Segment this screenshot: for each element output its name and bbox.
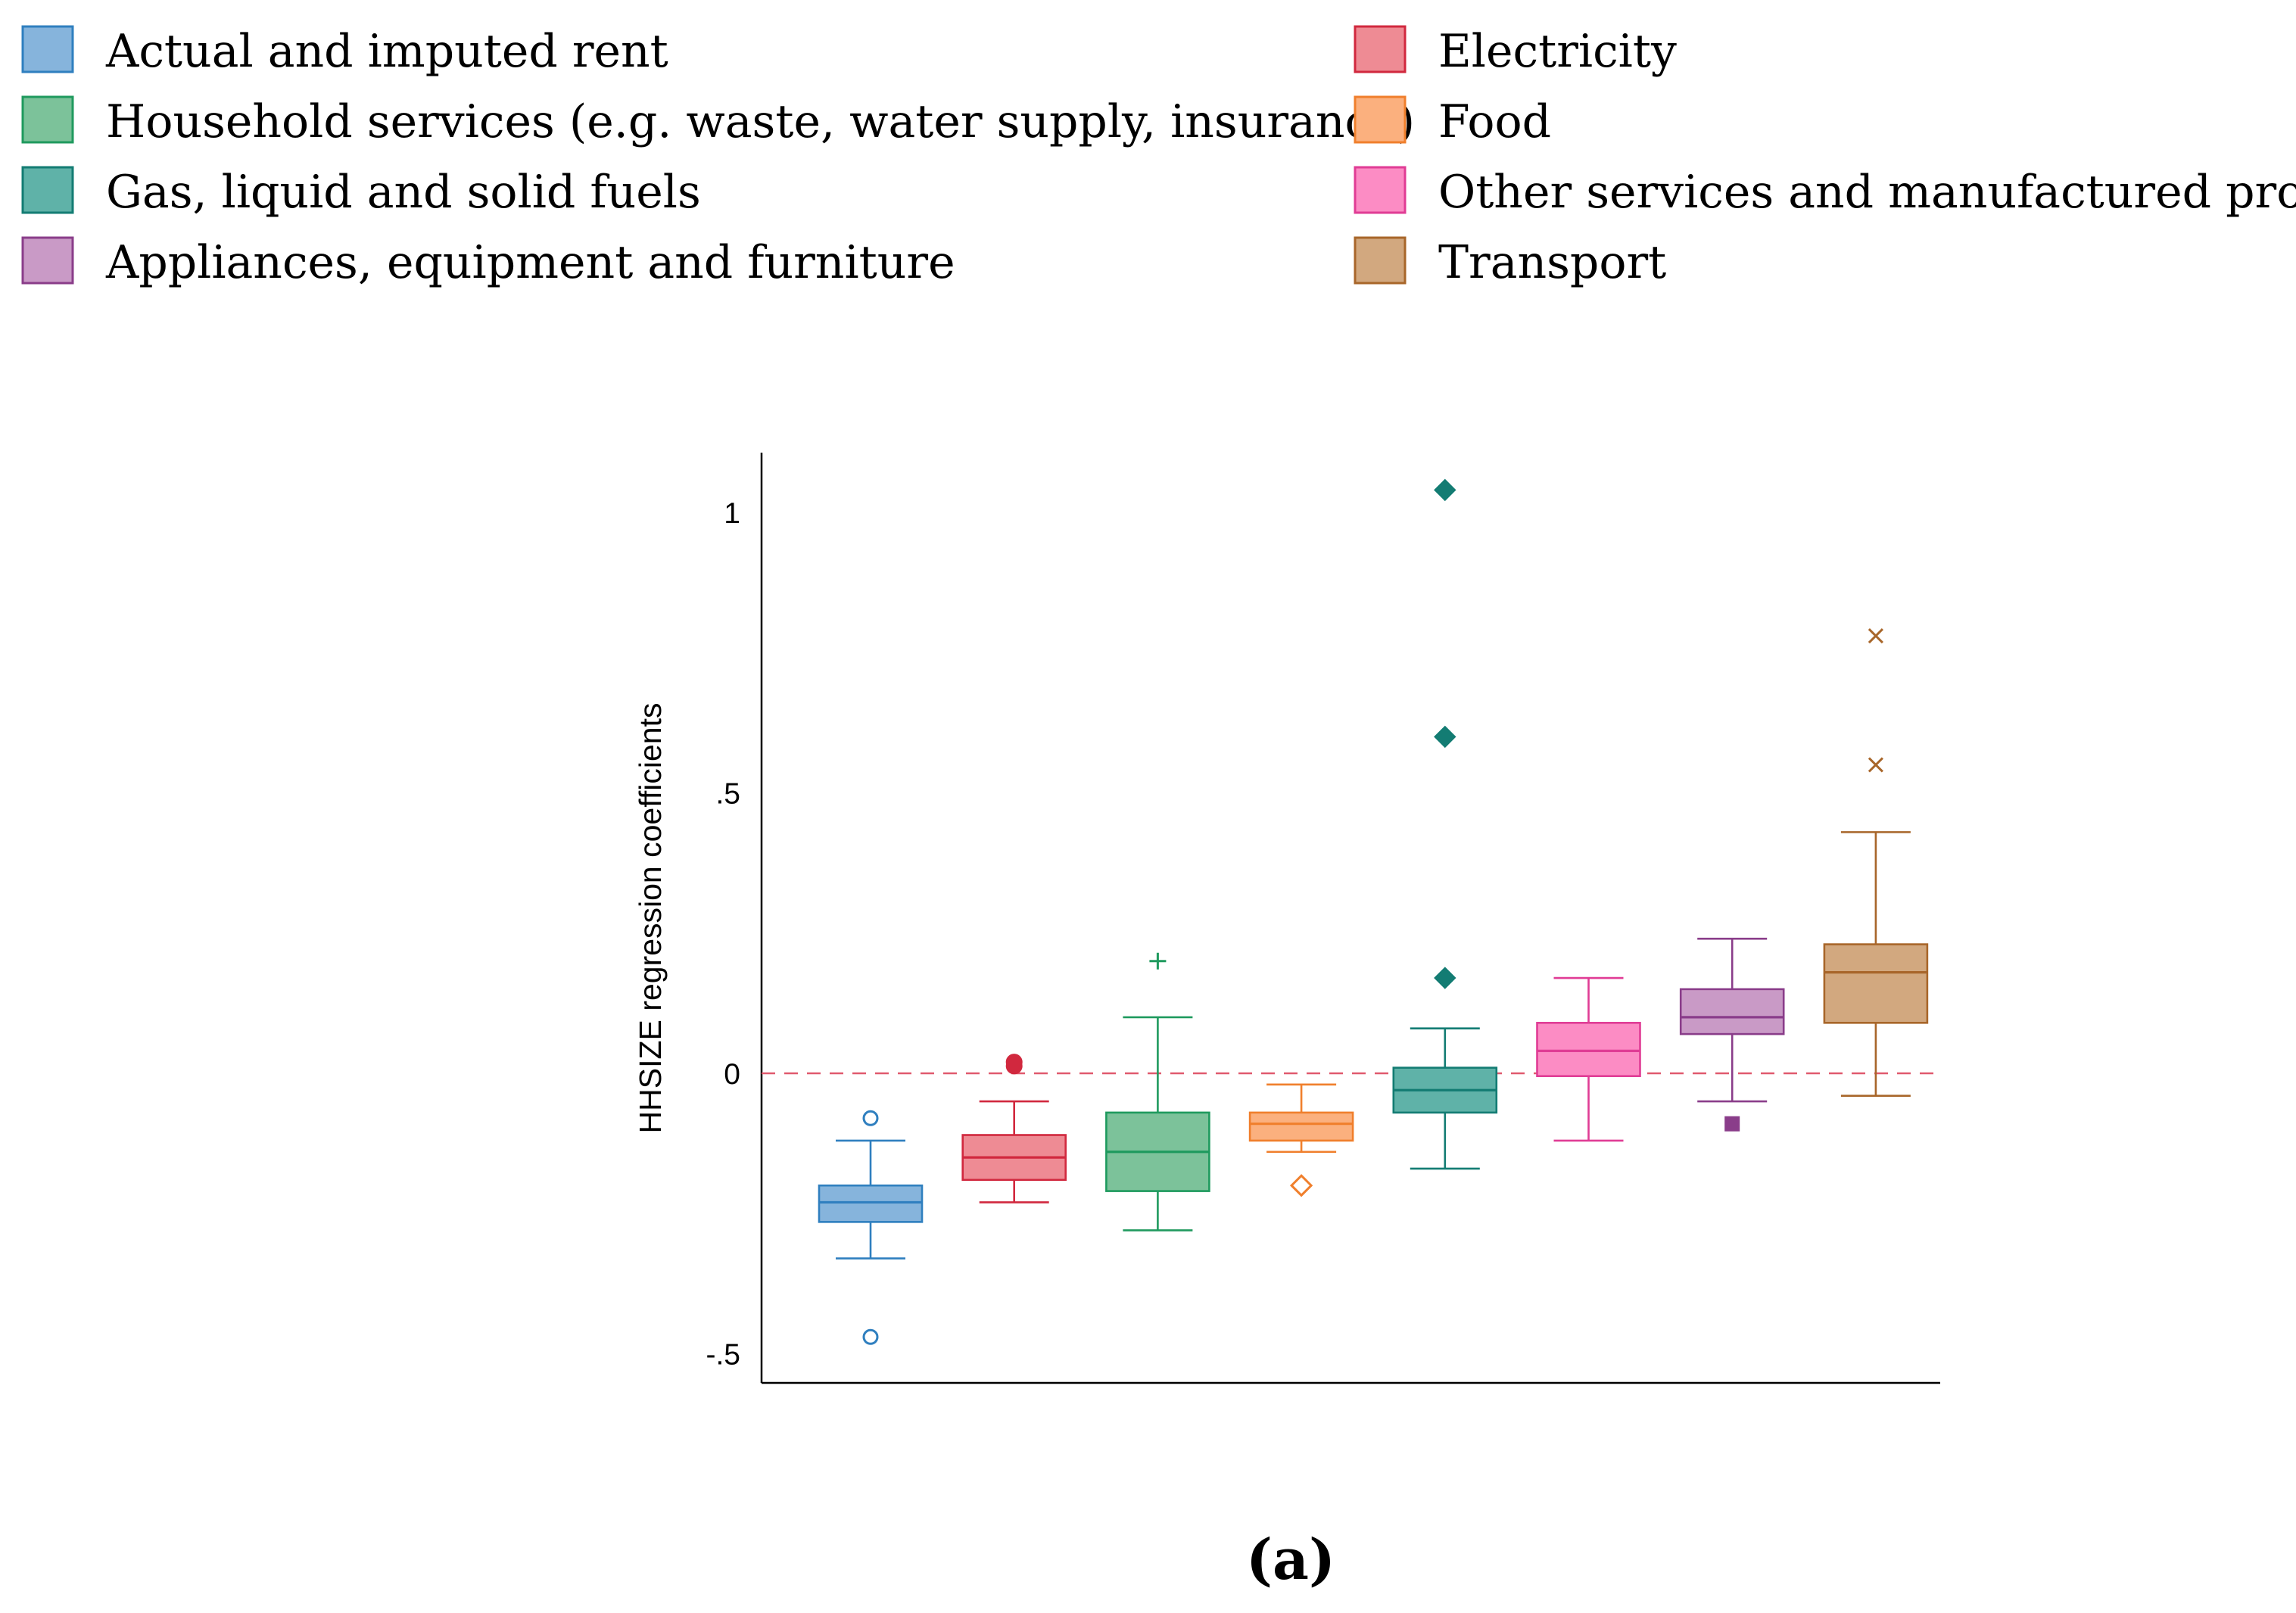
box-appliances-equipment-and-furniture: [1679, 937, 1785, 1132]
legend-label-electricity: Electricity: [1438, 25, 1677, 78]
legend-swatch-electricity: [1354, 25, 1407, 73]
legend-label-transport: Transport: [1438, 236, 1666, 289]
box-household-services-e-g-waste-water-supply-insurance: [1105, 952, 1210, 1232]
box-transport: [1823, 627, 1929, 1097]
iqr-box: [1248, 1111, 1354, 1142]
iqr-box: [1823, 943, 1929, 1024]
boxes: [818, 478, 1929, 1345]
plot-area: 1 .5 0 -.5 HHSIZE regression coefficients: [633, 453, 1940, 1384]
legend-label-actual-and-imputed-rent: Actual and imputed rent: [105, 25, 668, 78]
legend-label-gas-liquid-and-solid-fuels: Gas, liquid and solid fuels: [106, 166, 701, 219]
outlier-point: [1005, 1057, 1023, 1075]
legend-swatch-household-services-e-g-waste-water-supply-insurance: [21, 95, 74, 144]
y-tick-label: .5: [715, 778, 740, 811]
legend-label-other-services-and-manufactured-products: Other services and manufactured products: [1438, 166, 2296, 219]
outlier-point: [862, 1328, 879, 1345]
iqr-box: [1679, 988, 1785, 1035]
outlier-point: [862, 1110, 879, 1126]
iqr-box: [1536, 1022, 1641, 1078]
outlier-point: [1434, 725, 1456, 749]
y-axis-ticks: 1 .5 0 -.5: [706, 497, 740, 1372]
legend-label-household-services-e-g-waste-water-supply-insurance: Household services (e.g. waste, water su…: [106, 95, 1415, 148]
outlier-point: [1434, 967, 1456, 989]
legend-swatch-food: [1354, 95, 1407, 144]
box-gas-liquid-and-solid-fuels: [1392, 478, 1498, 1170]
legend-swatch-appliances-equipment-and-furniture: [21, 236, 74, 285]
legend: Actual and imputed rent Household service…: [21, 25, 2296, 289]
legend-swatch-actual-and-imputed-rent: [21, 25, 74, 73]
outlier-point: [1149, 952, 1167, 970]
box-actual-and-imputed-rent: [818, 1110, 924, 1345]
legend-label-appliances-equipment-and-furniture: Appliances, equipment and furniture: [105, 236, 955, 289]
box-food: [1248, 1083, 1354, 1197]
outlier-point: [1289, 1174, 1313, 1197]
box-other-services-and-manufactured-products: [1536, 976, 1641, 1142]
legend-swatch-transport: [1354, 236, 1407, 285]
iqr-box: [818, 1184, 924, 1223]
y-axis-title: HHSIZE regression coefficients: [633, 703, 668, 1134]
legend-swatch-gas-liquid-and-solid-fuels: [21, 166, 74, 214]
y-tick-label: -.5: [706, 1339, 740, 1372]
y-tick-label: 0: [724, 1058, 740, 1091]
y-tick-label: 1: [724, 497, 740, 530]
outlier-point: [1868, 627, 1883, 644]
outlier-point: [1868, 757, 1883, 773]
legend-label-food: Food: [1438, 95, 1551, 148]
outlier-point: [1434, 478, 1456, 502]
box-electricity: [961, 1054, 1067, 1204]
legend-swatch-other-services-and-manufactured-products: [1354, 166, 1407, 214]
figure-caption: (a): [1246, 1527, 1335, 1593]
outlier-point: [1724, 1116, 1740, 1132]
